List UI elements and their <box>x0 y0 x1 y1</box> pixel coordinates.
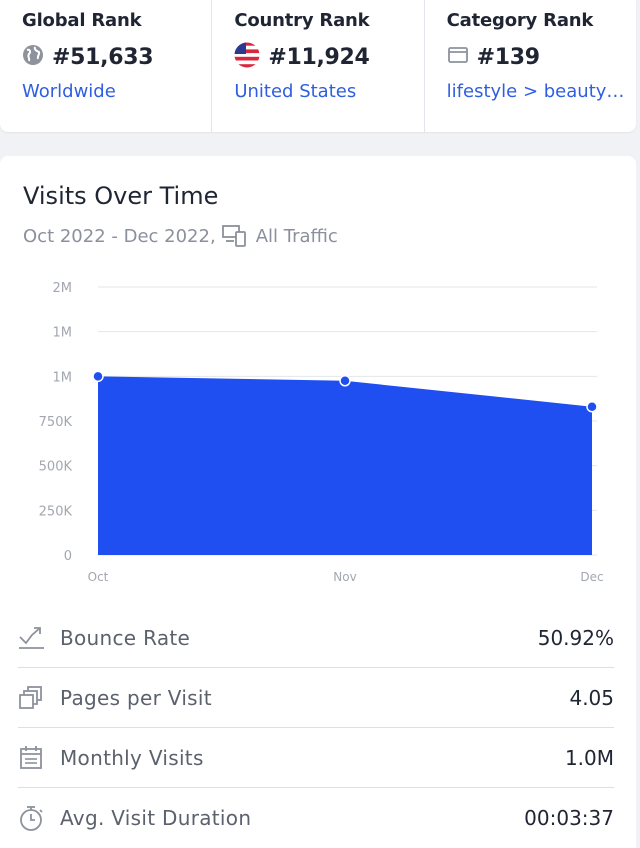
bounce-rate-value: 50.92% <box>537 625 614 650</box>
visits-area <box>98 376 592 555</box>
pages-per-visit-value: 4.05 <box>569 685 614 710</box>
data-point[interactable] <box>586 400 598 413</box>
country-rank-card: Country Rank #11,924 United States <box>212 0 425 132</box>
visits-card: Visits Over Time Oct 2022 - Dec 2022, Al… <box>0 156 636 848</box>
pages-per-visit-row: Pages per Visit 4.05 <box>18 668 614 728</box>
category-icon <box>447 44 469 70</box>
x-tick-label: Oct <box>88 570 109 584</box>
visits-chart: 0 250K 500K 750K 1M 1M 2M Oct Nov Dec <box>39 281 604 584</box>
x-axis-ticks: Oct Nov Dec <box>88 570 604 584</box>
y-axis-ticks: 0 250K 500K 750K 1M 1M 2M <box>39 281 73 564</box>
rank-cards: Global Rank #51,633 Worldwide Country Ra… <box>0 0 636 132</box>
data-point[interactable] <box>92 370 104 383</box>
monthly-visits-label: Monthly Visits <box>60 745 204 770</box>
bounce-rate-row: Bounce Rate 50.92% <box>18 608 614 668</box>
stopwatch-icon <box>18 804 50 832</box>
visits-points <box>92 370 598 413</box>
worldwide-link[interactable]: Worldwide <box>22 81 116 102</box>
country-link[interactable]: United States <box>234 81 357 102</box>
category-rank-card: Category Rank #139 lifestyle > beauty… <box>425 0 636 132</box>
x-tick-label: Dec <box>580 570 603 584</box>
y-tick-label: 750K <box>39 415 73 430</box>
y-tick-label: 1M <box>53 326 73 341</box>
globe-icon <box>22 44 44 70</box>
global-rank-card: Global Rank #51,633 Worldwide <box>0 0 213 132</box>
category-link[interactable]: lifestyle > beauty… <box>446 81 625 102</box>
pages-icon <box>18 685 50 711</box>
calendar-icon <box>18 745 50 771</box>
monthly-visits-value: 1.0M <box>564 745 614 770</box>
global-rank-title: Global Rank <box>22 10 142 31</box>
devices-icon <box>221 224 248 248</box>
date-range: Oct 2022 - Dec 2022, <box>23 225 216 247</box>
global-rank-value: #51,633 <box>52 44 154 70</box>
y-tick-label: 500K <box>39 460 73 475</box>
avg-visit-duration-row: Avg. Visit Duration 00:03:37 <box>18 788 614 848</box>
y-tick-label: 250K <box>39 504 73 519</box>
bounce-rate-label: Bounce Rate <box>60 625 191 650</box>
us-flag-icon <box>234 42 260 72</box>
y-tick-label: 1M <box>53 370 73 385</box>
country-rank-value: #11,924 <box>268 44 370 70</box>
y-tick-label: 0 <box>64 549 72 564</box>
avg-visit-duration-value: 00:03:37 <box>524 806 614 830</box>
y-tick-label: 2M <box>53 281 73 296</box>
avg-visit-duration-label: Avg. Visit Duration <box>60 806 252 830</box>
pages-per-visit-label: Pages per Visit <box>60 685 212 710</box>
country-rank-title: Country Rank <box>234 10 370 31</box>
visits-subtitle: Oct 2022 - Dec 2022, All Traffic <box>23 224 338 248</box>
category-rank-value: #139 <box>476 44 540 70</box>
x-tick-label: Nov <box>333 570 356 584</box>
monthly-visits-row: Monthly Visits 1.0M <box>18 728 614 788</box>
visits-title: Visits Over Time <box>23 182 219 210</box>
data-point[interactable] <box>339 375 351 387</box>
category-rank-title: Category Rank <box>446 10 594 31</box>
traffic-filter[interactable]: All Traffic <box>255 225 338 247</box>
bounce-rate-icon <box>18 625 50 651</box>
engagement-metrics: Bounce Rate 50.92% Pages per Visit 4.05 … <box>18 608 614 848</box>
